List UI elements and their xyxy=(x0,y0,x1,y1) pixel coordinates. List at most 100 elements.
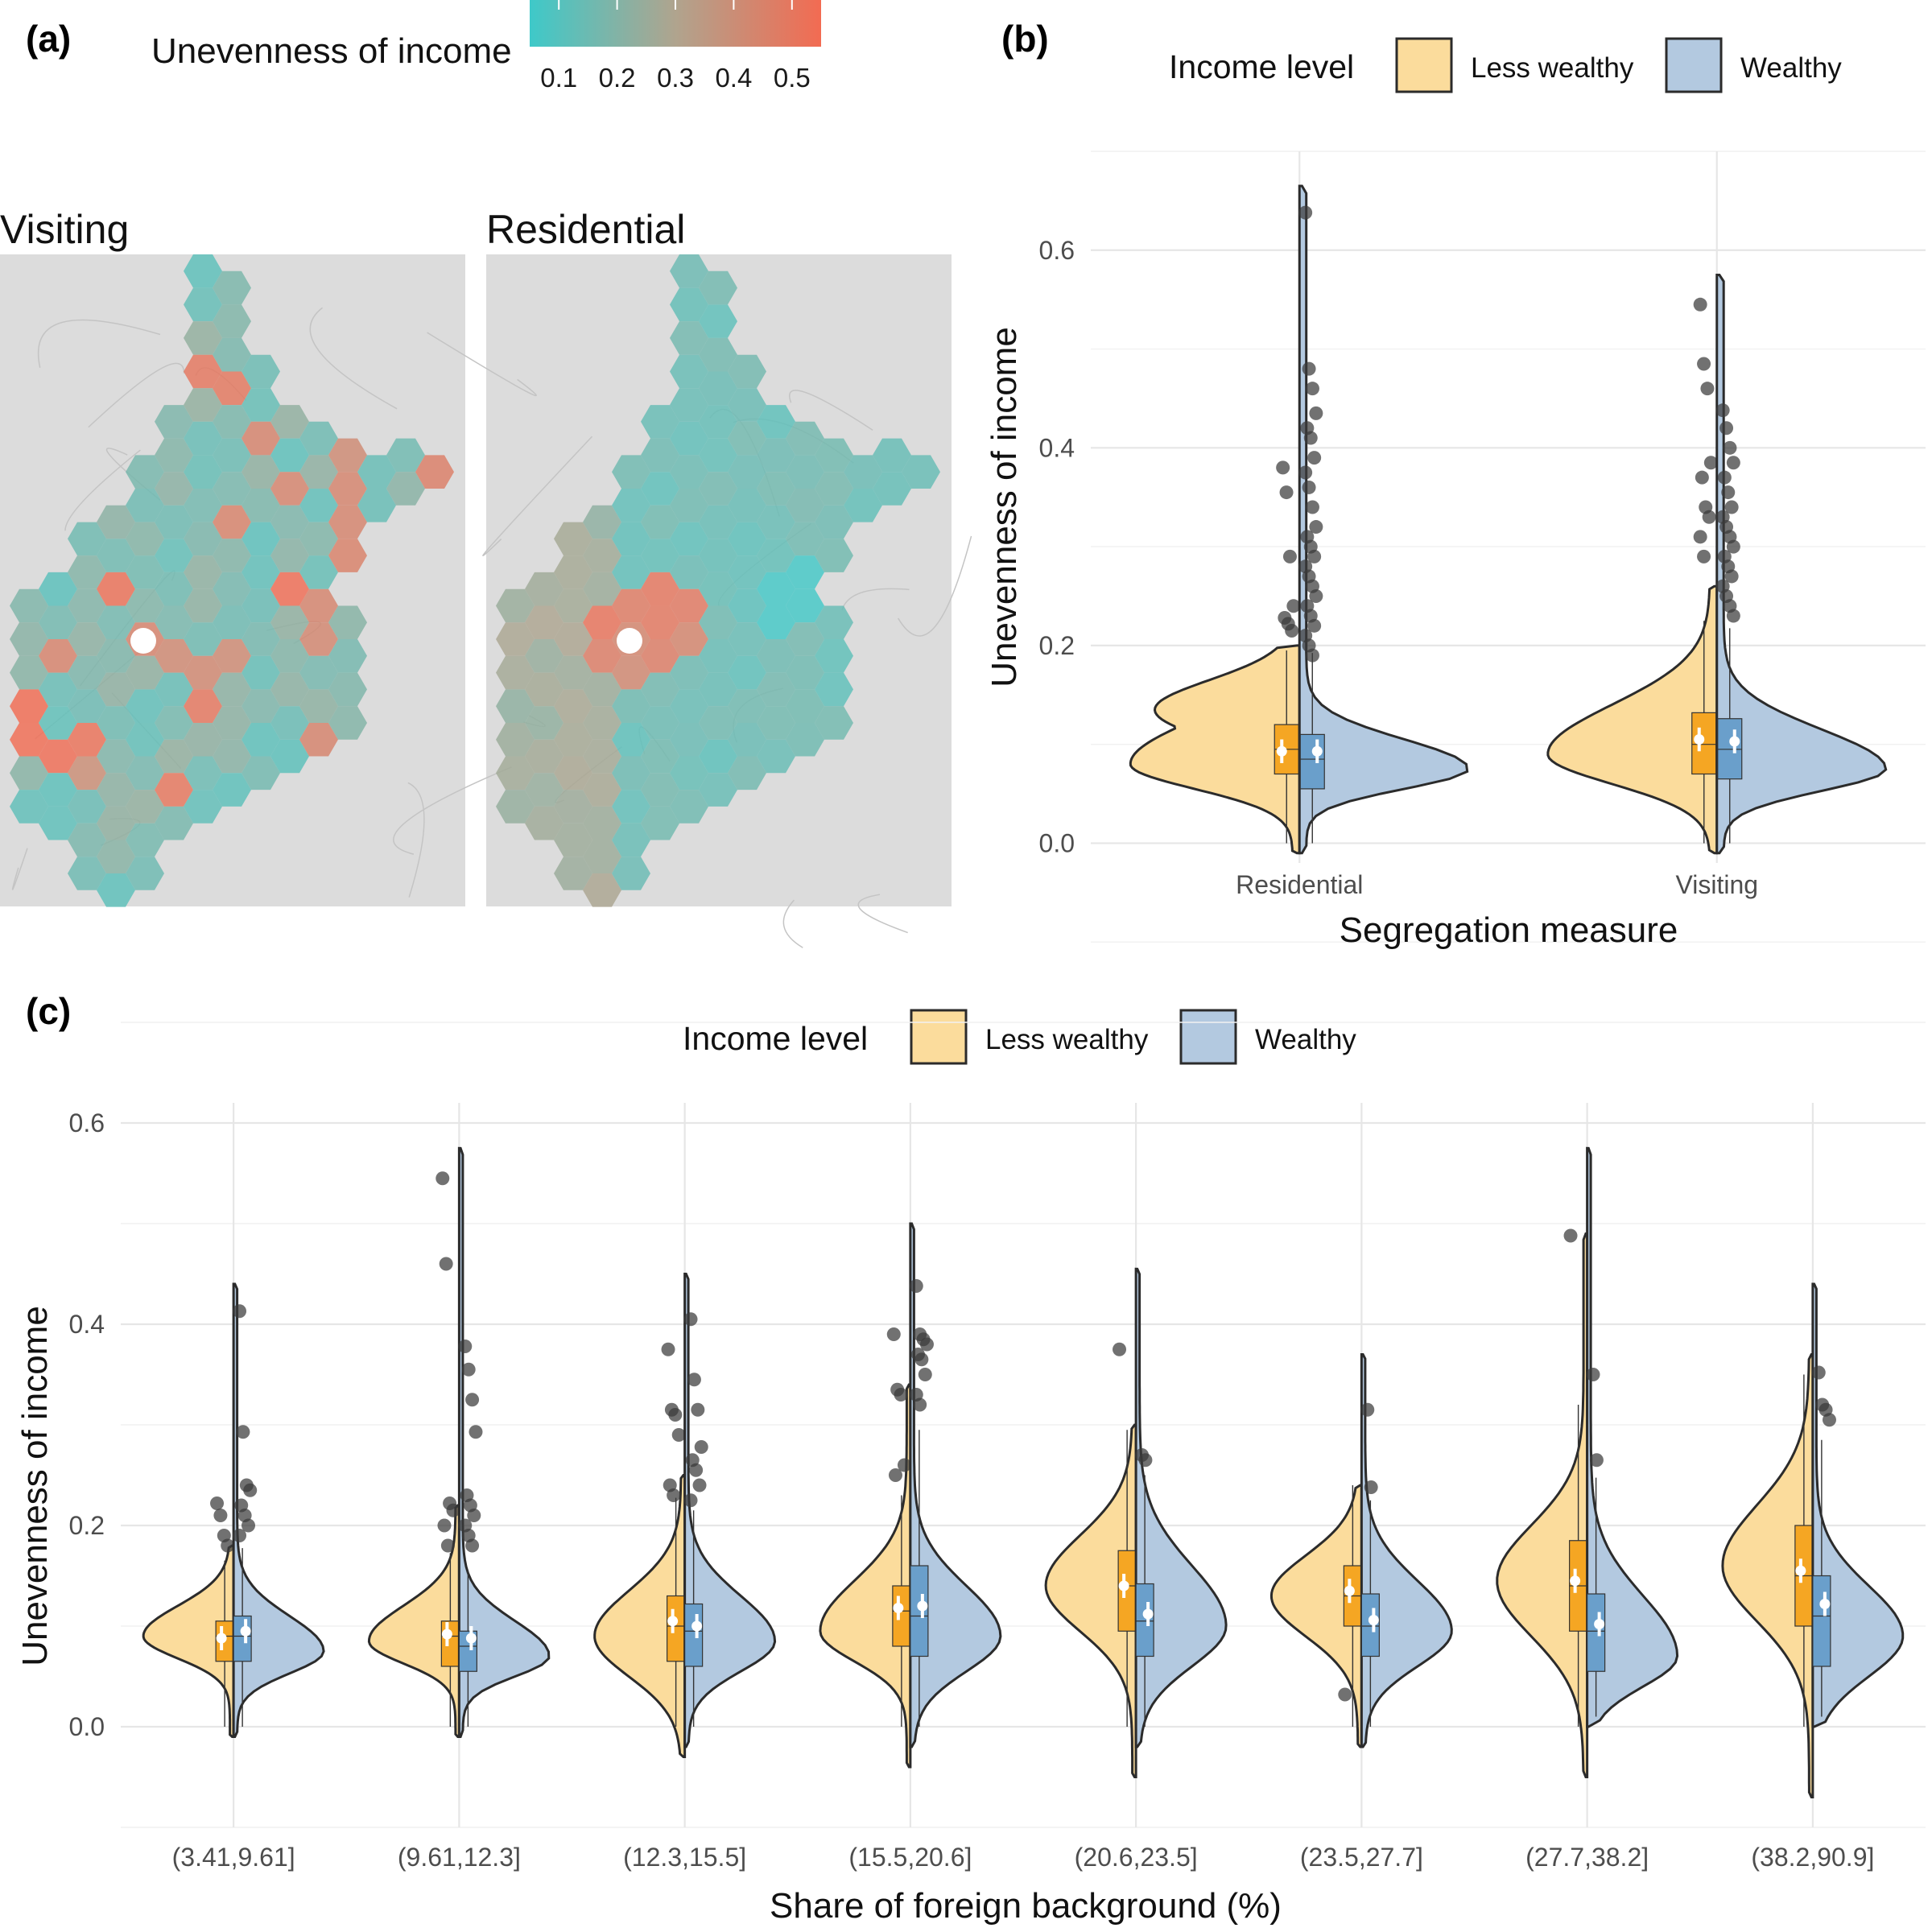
map-hex-cell xyxy=(612,790,650,824)
map-hex-cell xyxy=(525,706,564,740)
map-hex-cell xyxy=(670,655,708,690)
outlier-point xyxy=(1702,510,1716,524)
map-hex-cell xyxy=(328,539,367,572)
map-hex-cell xyxy=(299,655,338,690)
mean-point xyxy=(917,1600,928,1612)
map-hex-cell xyxy=(757,706,795,740)
outlier-point xyxy=(689,1463,704,1477)
map-hex-cell xyxy=(270,472,309,506)
outlier-point xyxy=(1309,520,1323,535)
map-hex-cell xyxy=(641,438,679,473)
box-iqr xyxy=(1691,712,1717,775)
map-hex-cell xyxy=(699,672,737,707)
box-iqr xyxy=(667,1595,686,1662)
map-hex-cell xyxy=(270,505,309,539)
outlier-point xyxy=(1302,480,1316,494)
map-hex-cell xyxy=(213,505,251,539)
map-hex-cell xyxy=(270,706,309,740)
map-hex-cell xyxy=(670,555,708,589)
violin-wealthy xyxy=(1134,1267,1228,1748)
map-hex-cell xyxy=(670,321,708,355)
outlier-point xyxy=(440,1538,455,1553)
map-hex-cell xyxy=(612,555,650,589)
outlier-point xyxy=(897,1458,911,1472)
map-hex-cell xyxy=(68,522,106,556)
box-iqr xyxy=(1360,1593,1380,1657)
legend-b-key-less-wealthy xyxy=(1395,37,1453,93)
map-hex-cell xyxy=(525,639,564,673)
mean-point xyxy=(893,1603,904,1613)
map-road-line xyxy=(407,782,425,898)
map-road-line xyxy=(898,535,972,637)
map-hex-cell xyxy=(612,588,650,623)
map-hex-cell xyxy=(184,354,222,389)
outlier-point xyxy=(233,1529,247,1542)
outlier-point xyxy=(465,1393,480,1407)
map-hex-cell xyxy=(126,655,164,690)
x-axis-title-b: Segregation measure xyxy=(1340,910,1678,950)
map-hex-cell xyxy=(525,572,564,606)
legend-b-title: Income level xyxy=(1169,48,1354,85)
map-hex-cell xyxy=(299,622,338,656)
map-hex-cell xyxy=(184,622,222,656)
map-hex-cell xyxy=(299,689,338,723)
outlier-point xyxy=(1309,406,1323,420)
map-hex-cell xyxy=(184,756,222,791)
map-hex-cell xyxy=(328,672,367,707)
map-hex-cell xyxy=(213,270,251,305)
map-hex-cell xyxy=(525,773,564,807)
map-hex-cell xyxy=(328,706,367,740)
legend-c-title: Income level xyxy=(683,1020,868,1057)
map-hex-cell xyxy=(670,455,708,489)
x-tick-label: (3.41,9.61] xyxy=(172,1843,295,1872)
outlier-point xyxy=(1697,549,1711,564)
map-title-visiting: Visiting xyxy=(0,207,129,252)
map-road-line xyxy=(11,848,28,890)
map-hex-cell xyxy=(554,689,592,723)
outlier-point xyxy=(1724,569,1739,584)
map-hex-cell xyxy=(184,388,222,422)
map-hex-cell xyxy=(213,472,251,506)
map-hex-cell xyxy=(126,823,164,857)
map-hex-cell xyxy=(757,605,795,639)
outlier-point xyxy=(1703,456,1718,470)
map-road-line xyxy=(88,362,185,428)
map-hex-cell xyxy=(670,588,708,623)
map-hex-cell xyxy=(612,489,650,522)
panel-b: (b) Income level Less wealthy Wealthy 0.… xyxy=(985,18,1926,950)
map-hex-cell xyxy=(670,354,708,389)
map-hex-cell xyxy=(670,622,708,656)
map-hex-cell xyxy=(815,505,853,539)
map-hex-cell xyxy=(184,421,222,456)
map-hex-cell xyxy=(612,857,650,890)
map-hex-cell xyxy=(699,505,737,539)
map-hex-cell xyxy=(786,555,824,589)
map-hex-cell xyxy=(270,438,309,473)
map-hex-cell xyxy=(270,739,309,774)
map-hex-cell xyxy=(184,689,222,723)
map-hex-cell xyxy=(554,723,592,757)
map-hex-cell xyxy=(328,438,367,473)
mean-point xyxy=(465,1633,477,1644)
map-hex-cell xyxy=(583,840,621,873)
map-hex-cell xyxy=(583,572,621,606)
map-hex-cell xyxy=(525,605,564,639)
map-hex-cell xyxy=(554,522,592,556)
map-hex-cell xyxy=(39,605,77,639)
outlier-point xyxy=(691,1402,705,1417)
y-tick-label: 0.4 xyxy=(69,1310,105,1339)
map-hex-cell xyxy=(270,672,309,707)
outlier-point xyxy=(1285,623,1299,638)
map-hex-cell xyxy=(39,572,77,606)
map-hex-cell xyxy=(68,555,106,589)
outlier-point xyxy=(886,1327,901,1341)
box-iqr xyxy=(233,1615,252,1662)
map-hex-cell xyxy=(242,756,280,791)
outlier-point xyxy=(1286,599,1301,613)
outlier-point xyxy=(1726,539,1740,554)
outlier-point xyxy=(919,1337,934,1352)
colorbar-tick-label: 0.5 xyxy=(774,63,811,93)
map-hex-cell xyxy=(126,455,164,489)
outlier-point xyxy=(1305,648,1319,663)
map-hex-cell xyxy=(641,605,679,639)
